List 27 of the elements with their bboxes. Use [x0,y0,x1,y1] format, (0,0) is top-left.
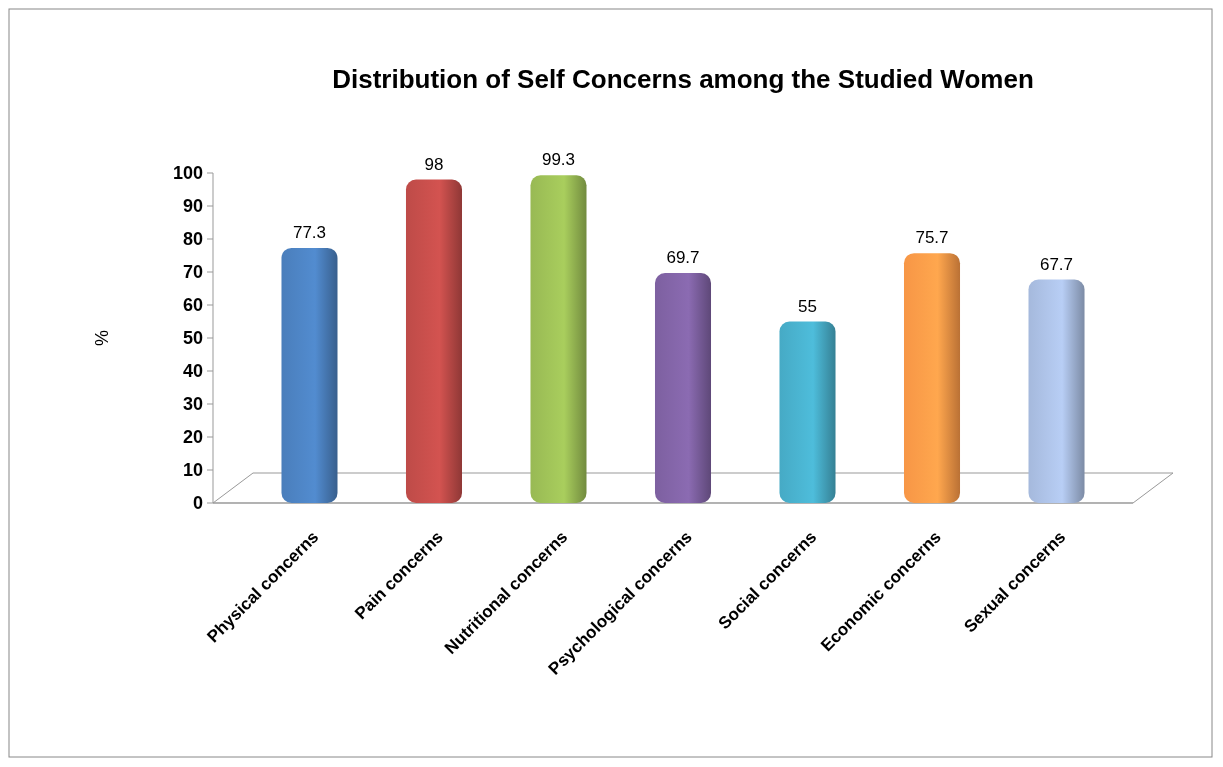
y-tick-label: 40 [182,361,203,382]
y-axis-title: % [92,329,112,347]
y-tick-label: 90 [182,196,203,217]
y-tick-label: 10 [182,460,203,481]
data-label: 69.7 [666,247,700,267]
y-tick-label: 0 [192,493,203,514]
chart-title: Distribution of Self Concerns among the Studied Women [332,64,1034,94]
bar [530,175,587,503]
bar [281,247,338,503]
bar [779,321,836,503]
data-label: 55 [798,296,817,316]
bar [903,253,961,503]
y-tick-label: 20 [182,427,203,448]
data-label: 99.3 [541,150,576,170]
data-label: 77.3 [292,222,327,242]
data-label: 75.7 [915,228,949,248]
y-tick-label: 100 [172,163,203,184]
y-tick-label: 80 [182,229,203,250]
y-tick-label: 30 [182,394,203,415]
data-label: 67.7 [1039,254,1074,274]
data-label: 98 [424,154,444,174]
bar [654,272,712,503]
y-tick-label: 70 [182,262,203,283]
y-tick-label: 60 [182,295,203,316]
y-tick-label: 50 [182,328,203,349]
bar [405,179,463,503]
bar [1028,279,1085,503]
